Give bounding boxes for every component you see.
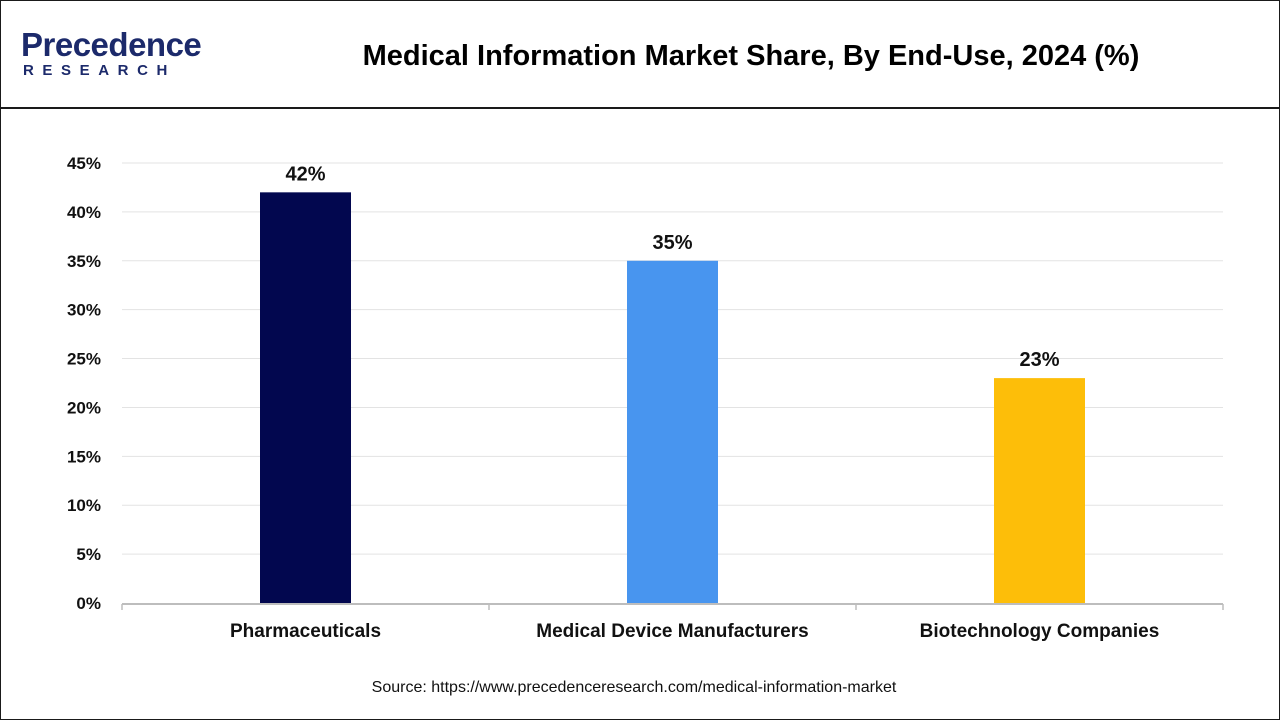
data-label: 35%: [652, 232, 692, 254]
y-tick-label: 0%: [76, 594, 101, 613]
y-tick-label: 10%: [67, 496, 101, 515]
y-tick-label: 5%: [76, 545, 101, 564]
chart-title: Medical Information Market Share, By End…: [362, 40, 1140, 72]
x-tick-label: Biotechnology Companies: [920, 621, 1160, 642]
brand-logo: Precedence RESEARCH: [21, 27, 221, 83]
y-tick-label: 20%: [67, 398, 101, 417]
bar: [627, 260, 718, 603]
x-tick-label: Pharmaceuticals: [230, 621, 381, 642]
data-label: 23%: [1019, 349, 1059, 371]
data-label: 42%: [285, 163, 325, 185]
brand-logo-sub: RESEARCH: [23, 62, 176, 79]
y-tick-label: 30%: [67, 301, 101, 320]
brand-logo-name: Precedence: [21, 26, 202, 63]
y-tick-label: 40%: [67, 203, 101, 222]
y-tick-label: 35%: [67, 252, 101, 271]
x-tick-label: Medical Device Manufacturers: [536, 621, 808, 642]
bar-chart: 0% 5% 10% 15% 20% 25% 30% 35% 40% 45% 42% Pharmaceu…: [67, 154, 1224, 642]
bar: [994, 378, 1085, 603]
y-tick-label: 45%: [67, 154, 101, 173]
header: Precedence RESEARCH Medical Information …: [1, 1, 1279, 109]
source-note: Source: https://www.precedenceresearch.c…: [371, 679, 897, 696]
y-tick-label: 25%: [67, 350, 101, 369]
bar: [260, 192, 351, 603]
y-tick-label: 15%: [67, 447, 101, 466]
